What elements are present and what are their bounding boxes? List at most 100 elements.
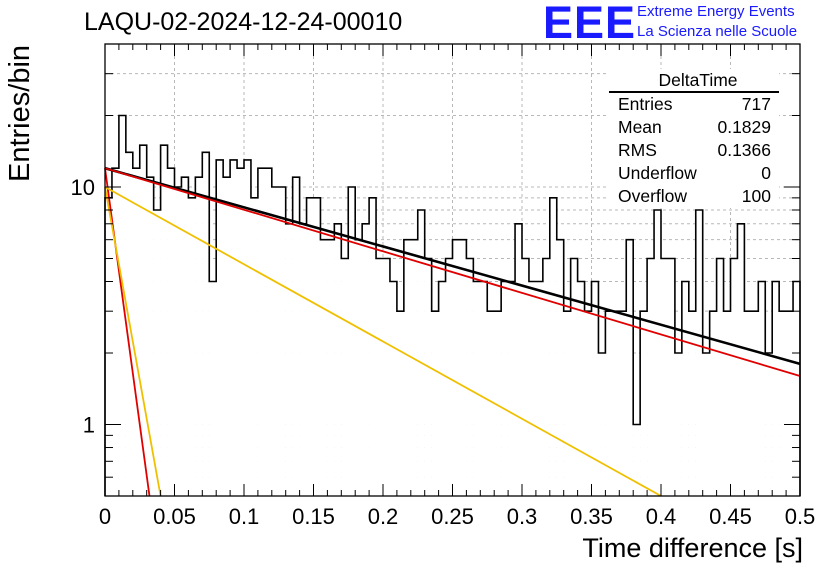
histogram-bin: [146, 177, 154, 496]
histogram-bin: [299, 223, 307, 496]
histogram-bin: [167, 168, 175, 497]
histogram-bin: [626, 239, 634, 496]
histogram-bin: [132, 168, 140, 497]
histogram-bin: [758, 281, 766, 496]
histogram-bin: [619, 311, 627, 496]
histogram-bin: [584, 311, 592, 496]
x-tick-label: 0.05: [153, 504, 196, 529]
histogram-bin: [195, 177, 203, 496]
histogram-bin: [577, 281, 585, 496]
histogram-bin: [285, 223, 293, 496]
histogram-bin: [501, 281, 509, 496]
histogram-bin: [459, 239, 467, 496]
histogram-bin: [605, 311, 613, 496]
histogram-bin: [174, 186, 182, 496]
stats-label: RMS: [618, 140, 657, 160]
logo-line-1: Extreme Energy Events: [637, 3, 795, 20]
stats-row-rms: RMS 0.1366: [609, 139, 779, 162]
histogram-bin: [313, 197, 321, 497]
histogram-bin: [723, 311, 731, 496]
histogram-bin: [160, 145, 168, 496]
histogram-bin: [786, 311, 794, 496]
stats-row-entries: Entries 717: [609, 93, 779, 116]
stats-value: 0.1366: [717, 140, 771, 160]
histogram-bin: [612, 311, 620, 496]
histogram-bin: [257, 168, 265, 497]
stats-value: 717: [741, 94, 771, 114]
histogram-bin: [674, 353, 682, 496]
stats-label: Mean: [618, 117, 662, 137]
histogram-bin: [730, 258, 738, 496]
histogram-bin: [327, 239, 335, 496]
histogram-bin: [383, 258, 390, 496]
histogram-bin: [591, 281, 599, 496]
x-axis-label: Time difference [s]: [582, 533, 803, 563]
histogram-bin: [661, 258, 668, 496]
histogram-bin: [292, 177, 300, 496]
histogram-bin: [250, 197, 258, 497]
x-tick-label: 0.35: [570, 504, 613, 529]
histogram-bin: [522, 258, 529, 496]
x-tick-label: 0.45: [709, 504, 752, 529]
histogram-bin: [278, 186, 286, 496]
histogram-bin: [341, 258, 349, 496]
fit-line: [104, 167, 801, 377]
histogram-bin: [139, 145, 147, 496]
histogram-bin: [681, 281, 689, 496]
histogram-bin: [765, 353, 773, 496]
histogram-bin: [334, 223, 342, 496]
histogram-bin: [389, 281, 397, 496]
stats-label: Entries: [618, 94, 673, 114]
x-tick-label: 0: [99, 504, 111, 529]
histogram-bin: [542, 258, 550, 496]
histogram-bin: [556, 239, 564, 496]
fit-line: [104, 166, 801, 366]
x-tick-label: 0.25: [431, 504, 474, 529]
histogram-bin: [570, 258, 578, 496]
histogram-bin: [772, 281, 780, 496]
histogram-bin: [744, 311, 752, 496]
histogram-bin: [431, 311, 439, 496]
histogram-bin: [466, 258, 474, 496]
x-tick-label: 0.1: [229, 504, 260, 529]
histogram-bin: [216, 159, 224, 497]
histogram-bin: [105, 197, 112, 497]
histogram-bin: [410, 239, 418, 496]
histogram-bin: [417, 210, 425, 497]
x-tick-label: 0.2: [368, 504, 399, 529]
histogram-bin: [223, 177, 231, 496]
histogram-bin: [181, 177, 189, 496]
histogram-bin: [508, 281, 516, 496]
histogram-bin: [640, 311, 648, 496]
histogram-bin: [264, 168, 272, 497]
x-tick-label: 0.4: [646, 504, 677, 529]
stats-title: DeltaTime: [609, 69, 779, 93]
histogram-bin: [111, 168, 119, 497]
histogram-bin: [737, 223, 745, 496]
y-tick-label: 10: [71, 175, 95, 200]
fit-line: [104, 186, 662, 497]
stats-row-overflow: Overflow 100: [609, 185, 779, 208]
histogram-bin: [306, 197, 314, 497]
histogram-bin: [688, 311, 696, 496]
histogram-bin: [244, 159, 251, 497]
histogram-bin: [480, 281, 488, 496]
histogram-bin: [452, 239, 460, 496]
histogram-bin: [438, 281, 446, 496]
histogram-bin: [271, 186, 279, 496]
histogram-bin: [702, 353, 710, 496]
histogram-bin: [209, 281, 217, 496]
histogram-bin: [424, 258, 432, 496]
stats-box: DeltaTime Entries 717 Mean 0.1829 RMS 0.136…: [609, 69, 779, 208]
histogram-bin: [654, 210, 661, 497]
histogram-bin: [695, 210, 703, 497]
fit-line: [104, 168, 151, 497]
chart-title: LAQU-02-2024-12-24-00010: [84, 8, 403, 36]
histogram-bin: [230, 159, 238, 497]
histogram-bin: [487, 311, 495, 496]
fit-line: [104, 186, 162, 497]
stats-row-mean: Mean 0.1829: [609, 116, 779, 139]
stats-row-underflow: Underflow 0: [609, 162, 779, 185]
histogram-bin: [237, 168, 244, 497]
